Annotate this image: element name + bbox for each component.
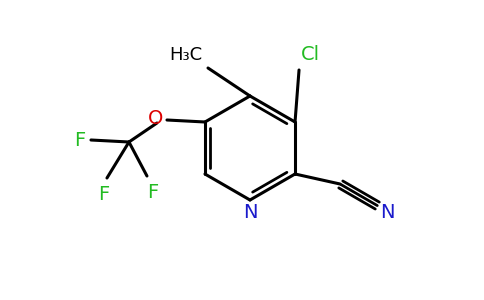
Text: O: O [148, 110, 163, 128]
Text: N: N [380, 202, 394, 221]
Text: F: F [147, 183, 159, 202]
Text: F: F [74, 130, 85, 149]
Text: N: N [243, 203, 257, 222]
Text: Cl: Cl [301, 45, 320, 64]
Text: H₃C: H₃C [169, 46, 202, 64]
Text: F: F [98, 185, 109, 204]
